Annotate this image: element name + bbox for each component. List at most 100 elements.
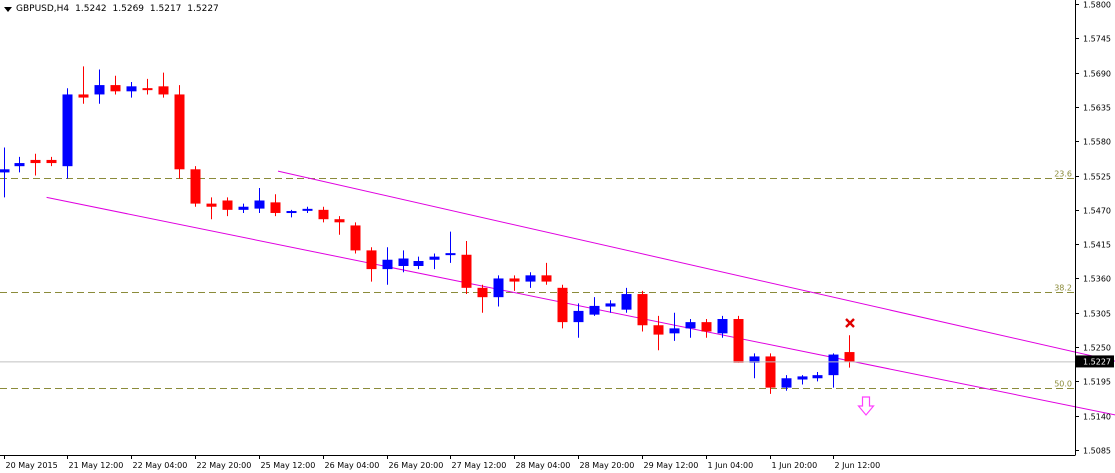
- high-value: 1.5269: [112, 4, 145, 14]
- candle-body: [573, 310, 584, 323]
- candle-body: [797, 376, 808, 380]
- current-price-label: 1.5227: [1083, 357, 1111, 366]
- candle-body: [254, 200, 265, 209]
- candle: [174, 85, 185, 179]
- time-tick-label: 20 May 2015: [6, 461, 58, 470]
- price-tick-label: 1.5360: [1083, 275, 1111, 284]
- time-tick-label: 22 May 20:00: [197, 461, 252, 470]
- candle: [270, 194, 281, 217]
- candle: [126, 81, 137, 98]
- candle-body: [717, 319, 728, 334]
- candle: [366, 247, 377, 282]
- time-tick-label: 21 May 12:00: [69, 461, 124, 470]
- price-tick-label: 1.5800: [1083, 1, 1111, 10]
- candle: [573, 303, 584, 338]
- candle-body: [366, 250, 377, 270]
- candle-body: [701, 322, 712, 332]
- dropdown-triangle-icon[interactable]: [4, 6, 12, 12]
- candle: [765, 353, 776, 394]
- signal-markers: [845, 318, 875, 416]
- candle-body: [765, 356, 776, 388]
- candle-body: [158, 86, 169, 95]
- candle: [812, 372, 823, 382]
- candle: [445, 231, 456, 263]
- candle: [334, 216, 345, 235]
- candle: [461, 241, 472, 295]
- channel-upper-line[interactable]: [277, 170, 1115, 409]
- candle-body: [685, 322, 696, 329]
- candle: [302, 206, 313, 213]
- candle-body: [493, 278, 504, 298]
- price-tick-label: 1.5745: [1083, 35, 1111, 44]
- candle-body: [461, 254, 472, 288]
- candle-body: [812, 375, 823, 379]
- time-tick-label: 1 Jun 20:00: [772, 461, 818, 470]
- candle: [493, 275, 504, 307]
- candle: [844, 335, 855, 368]
- price-tick-label: 1.5690: [1083, 70, 1111, 79]
- price-tick-label: 1.5415: [1083, 241, 1111, 250]
- current-price-box: [1076, 355, 1114, 368]
- trend-channel[interactable]: [46, 170, 1115, 447]
- candle-body: [749, 356, 760, 363]
- candle-body: [557, 287, 568, 323]
- candle-body: [541, 275, 552, 282]
- candle: [0, 147, 10, 198]
- candle: [350, 222, 361, 254]
- candle: [398, 250, 409, 273]
- candle: [541, 262, 552, 285]
- candle-body: [142, 88, 153, 91]
- candle: [413, 256, 424, 270]
- ohlc-values: 1.5242 1.5269 1.5217 1.5227: [75, 3, 222, 15]
- candle-body: [637, 294, 648, 326]
- fib-level-label: 23.6: [1054, 170, 1072, 179]
- candle: [142, 78, 153, 95]
- candle: [653, 315, 664, 351]
- symbol-timeframe: GBPUSD,H4: [16, 4, 70, 14]
- candle: [781, 375, 792, 391]
- candle: [717, 315, 728, 338]
- low-value: 1.5217: [149, 4, 182, 14]
- candle-body: [398, 258, 409, 266]
- candle: [733, 315, 744, 363]
- candle-body: [14, 163, 25, 167]
- candle: [62, 88, 73, 179]
- candle-body: [382, 259, 393, 270]
- candle-body: [30, 159, 41, 164]
- price-tick-label: 1.5525: [1083, 173, 1111, 182]
- channel-lower-line[interactable]: [46, 196, 1115, 447]
- candle: [509, 275, 520, 291]
- candle: [637, 290, 648, 332]
- candle: [206, 197, 217, 220]
- candle-body: [0, 169, 10, 173]
- time-tick-label: 25 May 12:00: [261, 461, 316, 470]
- candle-body: [733, 319, 744, 363]
- price-tick-label: 1.5580: [1083, 138, 1111, 147]
- candle: [669, 312, 680, 341]
- candle-body: [621, 294, 632, 310]
- fib-level-label: 38.2: [1054, 284, 1072, 293]
- price-tick-label: 1.5635: [1083, 104, 1111, 113]
- candle-body: [781, 378, 792, 388]
- candle: [749, 353, 760, 379]
- candle-body: [238, 206, 249, 210]
- candle-body: [110, 85, 121, 92]
- candle-body: [174, 94, 185, 170]
- candle: [621, 287, 632, 313]
- candle: [286, 209, 297, 218]
- candle-body: [318, 209, 329, 220]
- candle: [525, 272, 536, 288]
- candle: [78, 66, 89, 104]
- candle-body: [62, 94, 73, 167]
- candle-body: [413, 260, 424, 266]
- fib-level-label: 50.0: [1054, 380, 1072, 389]
- candle-body: [222, 200, 233, 210]
- candle: [238, 203, 249, 213]
- candle-body: [78, 94, 89, 98]
- candle: [318, 206, 329, 223]
- candle-body: [46, 159, 57, 164]
- candle: [46, 156, 57, 167]
